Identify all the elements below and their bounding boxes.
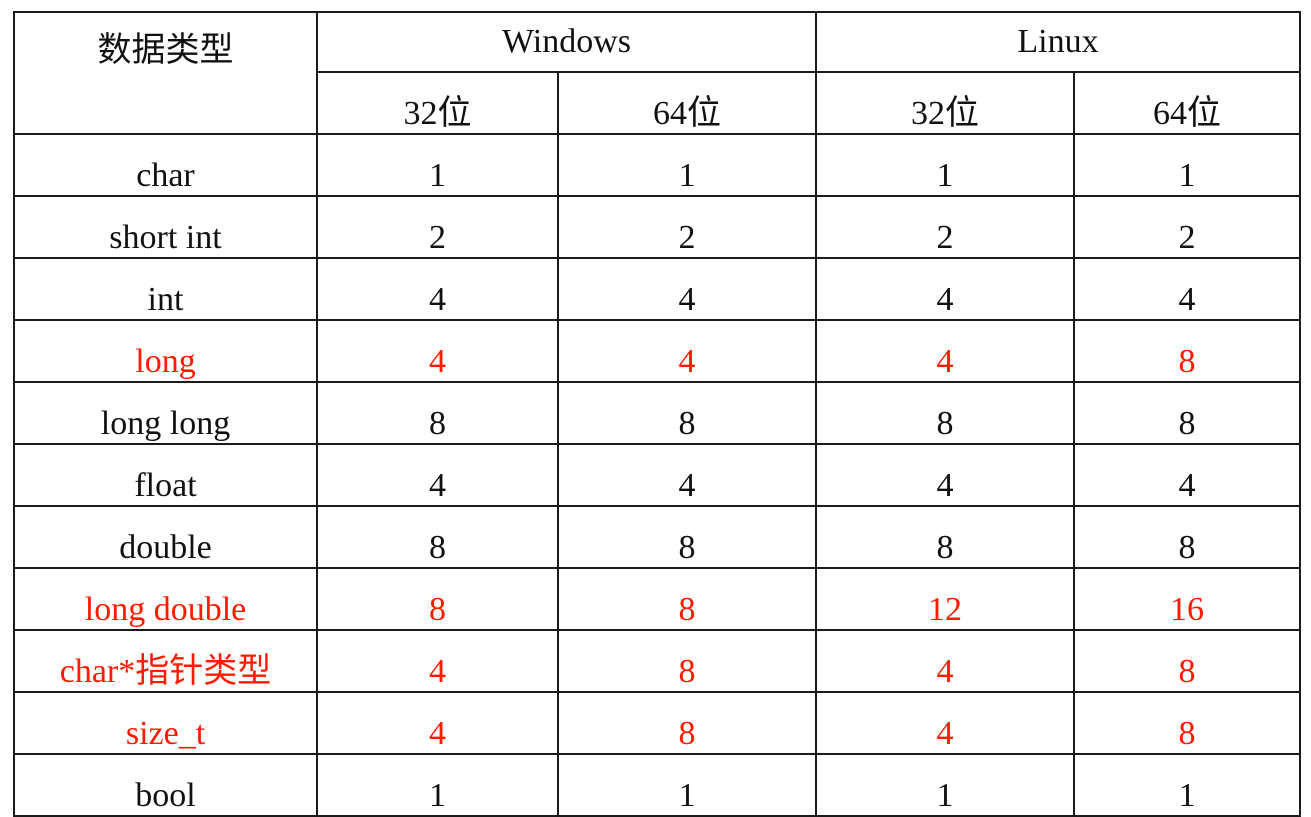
- cell-size-windows-32bit: 4: [316, 257, 559, 321]
- cell-size-linux-64bit: 8: [1073, 691, 1301, 755]
- cell-size-linux-32bit: 4: [815, 691, 1075, 755]
- table-row: double 8 8 8 8: [13, 505, 1301, 569]
- cell-size-linux-32bit: 1: [815, 133, 1075, 197]
- table-row: int 4 4 4 4: [13, 257, 1301, 321]
- cell-size-linux-32bit: 4: [815, 319, 1075, 383]
- cell-size-windows-64bit: 4: [557, 443, 817, 507]
- cell-size-windows-64bit: 8: [557, 567, 817, 631]
- cell-size-windows-32bit: 8: [316, 567, 559, 631]
- table-body: 数据类型 Windows Linux 32位 64位 32位 64位 char 1…: [13, 11, 1301, 817]
- header-windows-32bit: 32位: [316, 71, 559, 135]
- cell-size-windows-64bit: 8: [557, 381, 817, 445]
- table-row: bool 1 1 1 1: [13, 753, 1301, 817]
- cell-size-windows-32bit: 8: [316, 505, 559, 569]
- cell-data-type: char: [13, 133, 318, 197]
- cell-size-windows-64bit: 8: [557, 691, 817, 755]
- cell-size-windows-32bit: 4: [316, 319, 559, 383]
- cell-size-linux-32bit: 2: [815, 195, 1075, 259]
- cell-size-linux-64bit: 1: [1073, 753, 1301, 817]
- cell-size-windows-64bit: 8: [557, 505, 817, 569]
- header-linux-32bit: 32位: [815, 71, 1075, 135]
- cell-size-linux-32bit: 4: [815, 257, 1075, 321]
- cell-data-type: double: [13, 505, 318, 569]
- cell-data-type: long long: [13, 381, 318, 445]
- cell-data-type: long: [13, 319, 318, 383]
- table-row: long long 8 8 8 8: [13, 381, 1301, 445]
- cell-data-type: int: [13, 257, 318, 321]
- cell-data-type: bool: [13, 753, 318, 817]
- cell-size-linux-64bit: 4: [1073, 443, 1301, 507]
- cell-size-windows-64bit: 1: [557, 133, 817, 197]
- data-type-size-table: 数据类型 Windows Linux 32位 64位 32位 64位 char 1…: [13, 11, 1301, 817]
- cell-size-windows-64bit: 2: [557, 195, 817, 259]
- cell-size-linux-64bit: 16: [1073, 567, 1301, 631]
- cell-size-linux-32bit: 4: [815, 443, 1075, 507]
- header-row-platforms: 数据类型 Windows Linux: [13, 11, 1301, 135]
- cell-size-linux-64bit: 1: [1073, 133, 1301, 197]
- cell-data-type: float: [13, 443, 318, 507]
- cell-size-windows-32bit: 1: [316, 133, 559, 197]
- cell-data-type: short int: [13, 195, 318, 259]
- cell-size-linux-64bit: 8: [1073, 381, 1301, 445]
- cell-data-type: long double: [13, 567, 318, 631]
- cell-size-linux-32bit: 12: [815, 567, 1075, 631]
- cell-size-linux-64bit: 2: [1073, 195, 1301, 259]
- cell-size-linux-32bit: 8: [815, 381, 1075, 445]
- cell-size-windows-32bit: 2: [316, 195, 559, 259]
- header-windows: Windows: [316, 11, 817, 73]
- cell-size-windows-64bit: 8: [557, 629, 817, 693]
- cell-size-linux-32bit: 8: [815, 505, 1075, 569]
- cell-size-windows-32bit: 4: [316, 691, 559, 755]
- cell-size-windows-32bit: 4: [316, 629, 559, 693]
- cell-size-linux-64bit: 8: [1073, 319, 1301, 383]
- cell-size-linux-64bit: 4: [1073, 257, 1301, 321]
- header-linux-64bit: 64位: [1073, 71, 1301, 135]
- table-row: char*指针类型 4 8 4 8: [13, 629, 1301, 693]
- table-row: short int 2 2 2 2: [13, 195, 1301, 259]
- cell-size-windows-32bit: 4: [316, 443, 559, 507]
- cell-data-type: char*指针类型: [13, 629, 318, 693]
- header-linux: Linux: [815, 11, 1301, 73]
- table-row: long 4 4 4 8: [13, 319, 1301, 383]
- cell-size-windows-64bit: 1: [557, 753, 817, 817]
- header-windows-64bit: 64位: [557, 71, 817, 135]
- cell-size-linux-32bit: 4: [815, 629, 1075, 693]
- table-row: size_t 4 8 4 8: [13, 691, 1301, 755]
- cell-size-linux-32bit: 1: [815, 753, 1075, 817]
- table-row: float 4 4 4 4: [13, 443, 1301, 507]
- cell-data-type: size_t: [13, 691, 318, 755]
- cell-size-linux-64bit: 8: [1073, 629, 1301, 693]
- table-row: char 1 1 1 1: [13, 133, 1301, 197]
- header-row-bits: 32位 64位 32位 64位: [14, 71, 1301, 135]
- cell-size-windows-64bit: 4: [557, 319, 817, 383]
- cell-size-windows-32bit: 8: [316, 381, 559, 445]
- cell-size-windows-64bit: 4: [557, 257, 817, 321]
- cell-size-linux-64bit: 8: [1073, 505, 1301, 569]
- table-row: long double 8 8 12 16: [13, 567, 1301, 631]
- header-data-type: 数据类型: [13, 11, 318, 135]
- cell-size-windows-32bit: 1: [316, 753, 559, 817]
